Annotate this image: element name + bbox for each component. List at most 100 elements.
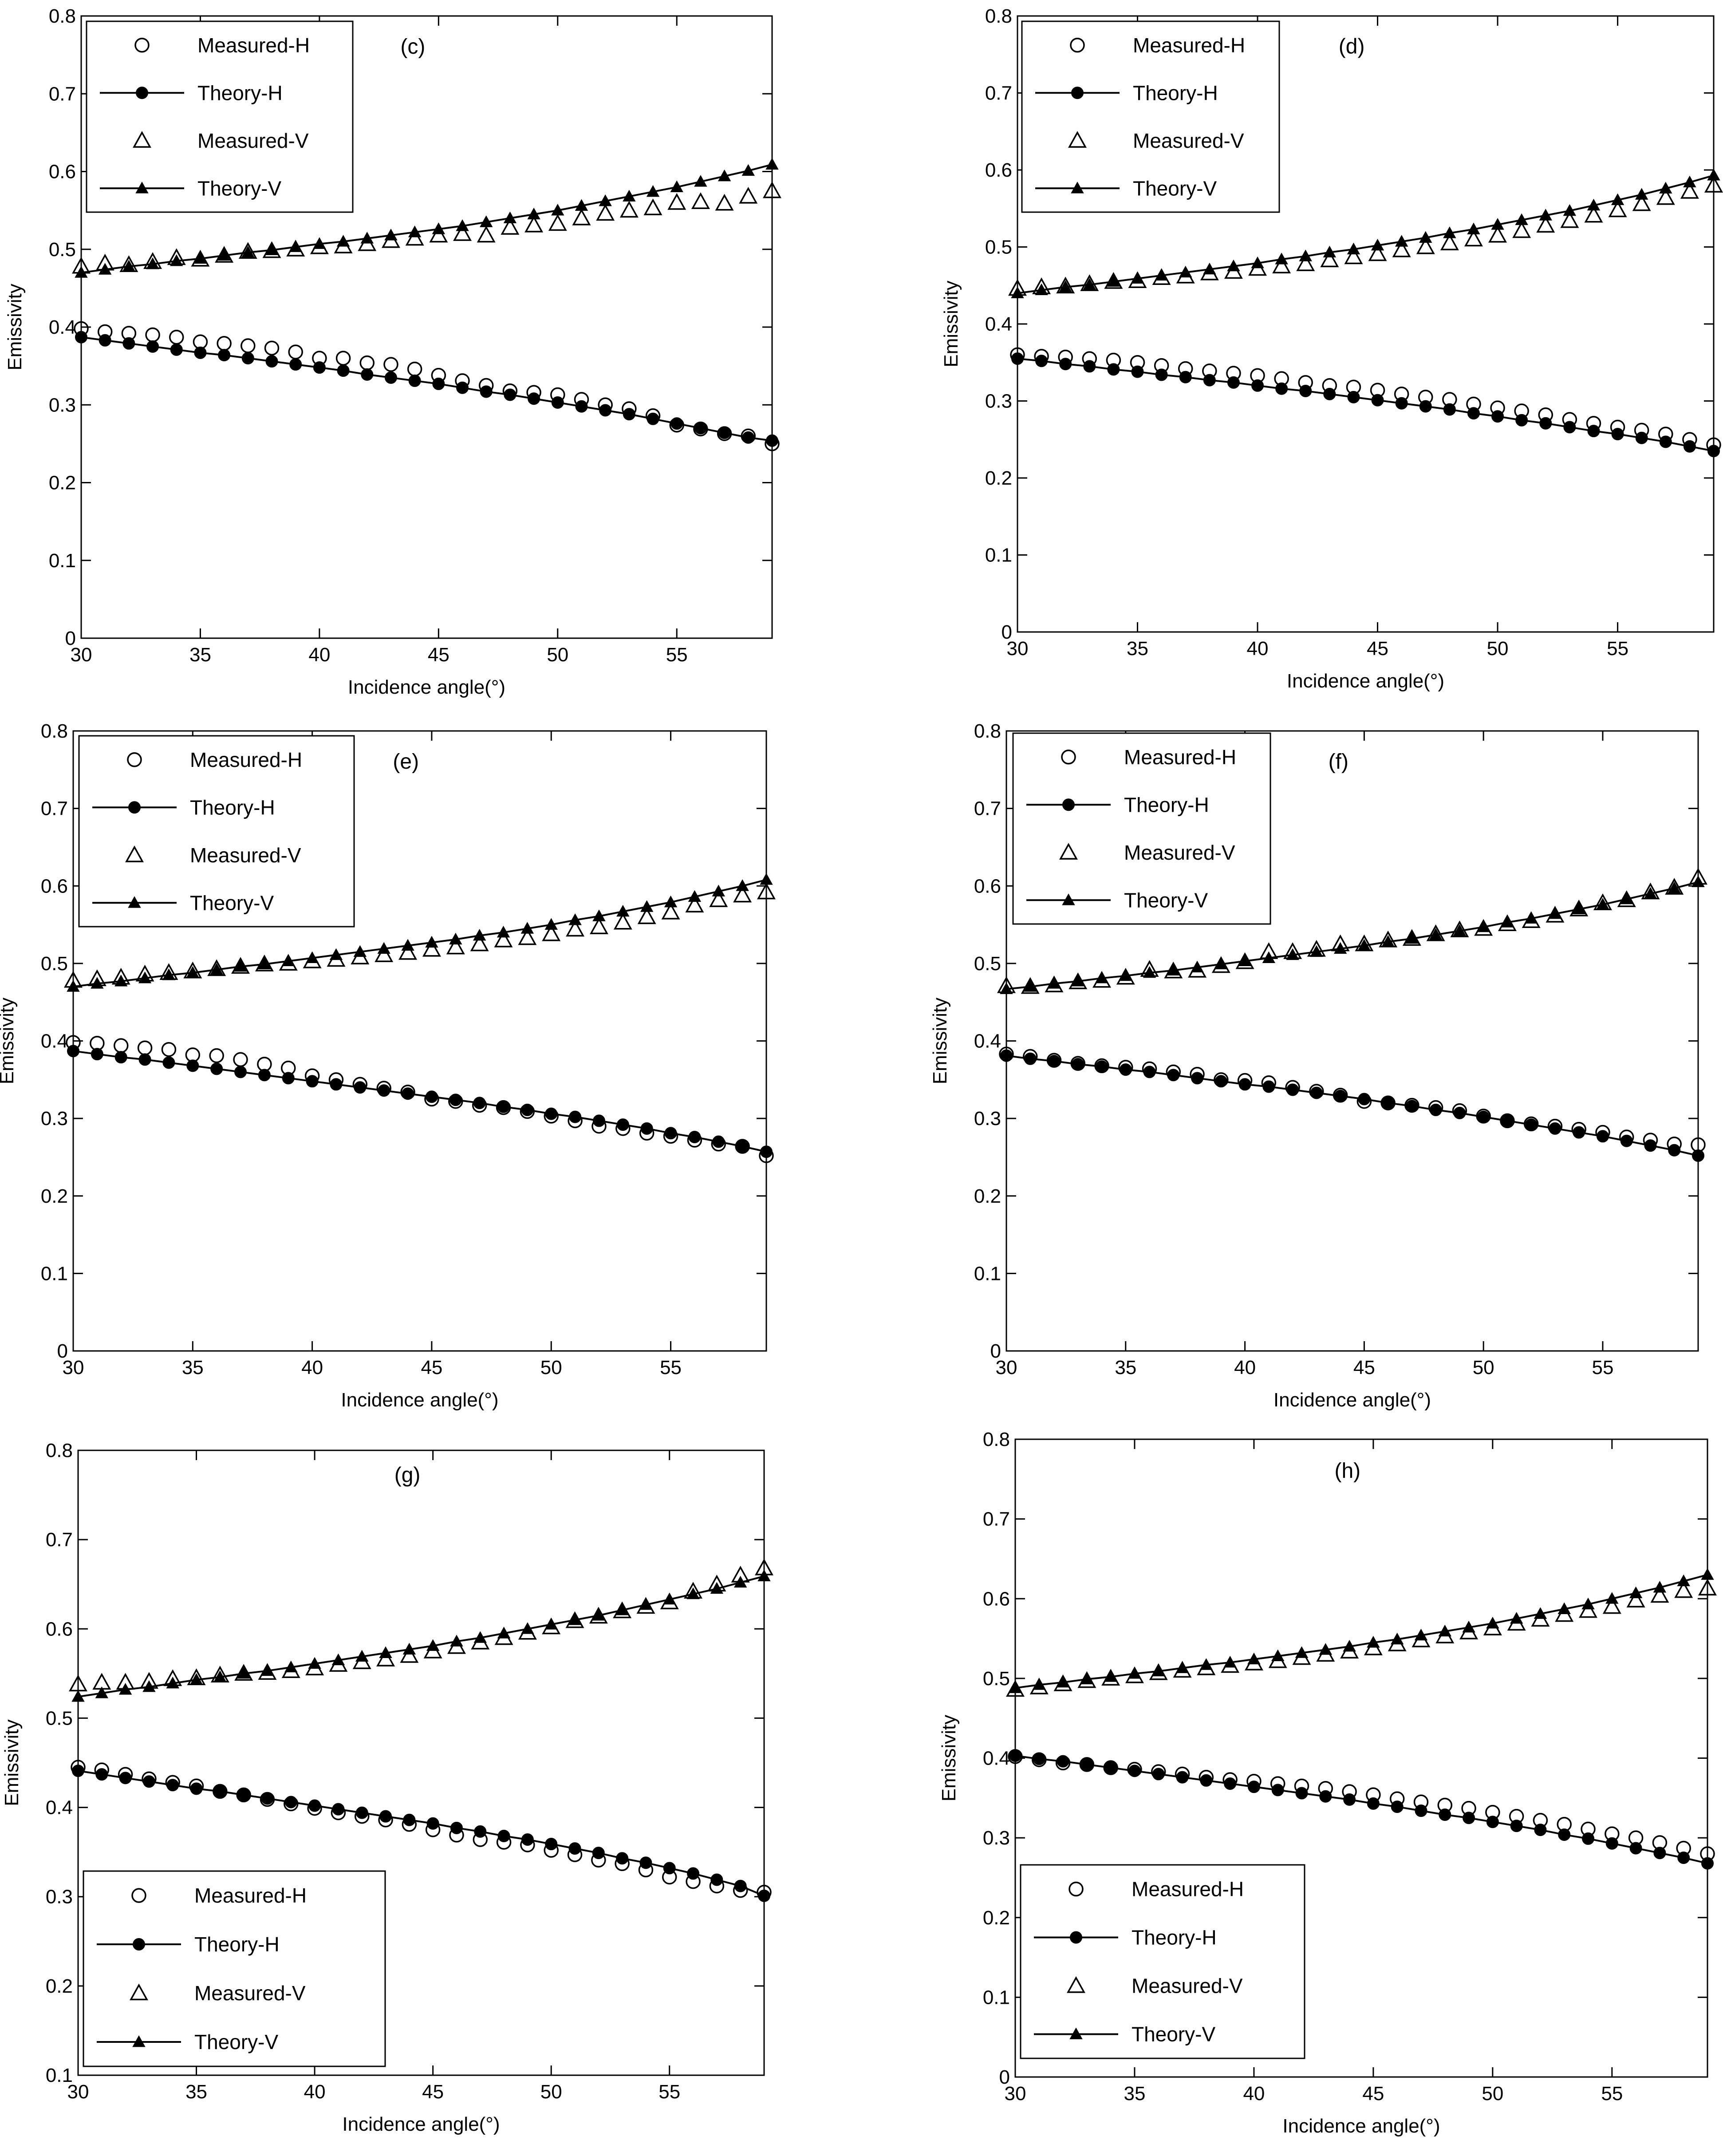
data-point — [758, 1889, 770, 1902]
data-point — [592, 1609, 605, 1621]
data-point — [548, 214, 567, 231]
data-point — [1707, 169, 1720, 181]
data-point — [1223, 1655, 1237, 1668]
data-point — [72, 1765, 84, 1777]
series-line — [73, 879, 767, 988]
data-point — [1247, 1781, 1260, 1793]
data-point — [1214, 957, 1228, 970]
data-point — [1573, 1126, 1585, 1139]
data-point — [1525, 1118, 1538, 1131]
data-point — [1275, 253, 1288, 265]
y-tick-label: 0.8 — [46, 1440, 73, 1461]
data-point — [450, 1635, 463, 1647]
data-point — [1674, 1581, 1693, 1598]
data-point — [119, 1772, 132, 1785]
data-point — [237, 1666, 250, 1679]
data-point — [1083, 360, 1096, 373]
legend-marker-filled-circle — [1062, 798, 1075, 811]
data-point — [384, 371, 397, 384]
series-theory-v — [1009, 1568, 1714, 1693]
data-point — [616, 904, 630, 917]
data-point — [1486, 1616, 1499, 1629]
data-point — [265, 243, 279, 255]
legend-label: Theory-H — [190, 796, 275, 819]
x-axis-label: Incidence angle(°) — [1287, 670, 1444, 692]
series-theory-v — [75, 158, 779, 278]
data-point — [527, 207, 540, 220]
data-point — [403, 1813, 416, 1826]
data-point — [186, 1059, 199, 1072]
y-tick-label: 0.1 — [985, 545, 1012, 566]
data-point — [1059, 280, 1072, 292]
data-point — [355, 1650, 369, 1662]
y-tick-label: 0.1 — [41, 1263, 68, 1284]
data-point — [1107, 275, 1120, 287]
data-point — [712, 1135, 725, 1148]
data-point — [664, 1127, 677, 1140]
legend: Measured-H Theory-H Measured-V Theory-V — [83, 1870, 386, 2067]
data-point — [95, 1686, 109, 1698]
data-point — [194, 346, 207, 359]
data-point — [166, 1779, 179, 1792]
x-axis-label: Incidence angle(°) — [1274, 1389, 1431, 1411]
legend-label: Measured-H — [1124, 746, 1236, 769]
data-point — [733, 1576, 747, 1588]
data-point — [1659, 435, 1672, 448]
data-point — [1419, 400, 1432, 413]
data-point — [1080, 274, 1099, 291]
data-point — [237, 1789, 250, 1801]
data-point — [408, 225, 422, 237]
series-theory-v — [1000, 875, 1705, 994]
legend-label: Measured-V — [1124, 841, 1235, 864]
legend-marker-open-circle — [127, 752, 142, 767]
data-point — [497, 1829, 510, 1842]
data-point — [1677, 1574, 1690, 1587]
x-tick-label: 45 — [1362, 2083, 1384, 2105]
data-point — [355, 1806, 368, 1819]
data-point — [1152, 1768, 1165, 1781]
data-point — [592, 1114, 605, 1127]
series-theory-h — [75, 331, 778, 447]
x-tick-label: 30 — [67, 2081, 89, 2103]
data-point — [1080, 1672, 1094, 1685]
data-point — [1596, 1130, 1609, 1143]
data-point — [1539, 209, 1552, 221]
data-point — [1367, 1797, 1380, 1810]
data-point — [1443, 403, 1456, 416]
data-point — [757, 1569, 771, 1582]
data-point — [305, 951, 319, 963]
data-point — [265, 355, 278, 368]
series-theory-v — [67, 873, 773, 992]
data-point — [1611, 193, 1624, 205]
data-point — [1128, 1667, 1141, 1679]
x-tick-label: 30 — [1007, 638, 1029, 659]
x-tick-label: 45 — [421, 1357, 442, 1378]
data-point — [429, 225, 448, 243]
data-point — [1299, 249, 1312, 261]
data-point — [1262, 951, 1276, 963]
data-point — [521, 1622, 534, 1634]
data-point — [568, 913, 582, 925]
data-point — [639, 1598, 653, 1610]
y-tick-label: 0.8 — [974, 720, 1001, 742]
data-point — [1275, 382, 1288, 395]
data-point — [474, 1825, 487, 1838]
data-point — [520, 922, 534, 934]
y-tick-label: 0.8 — [49, 5, 76, 27]
x-tick-label: 35 — [185, 2081, 207, 2103]
data-point — [734, 1880, 747, 1892]
y-tick-label: 0 — [1001, 621, 1012, 643]
data-point — [1701, 1568, 1714, 1580]
data-point — [146, 257, 159, 269]
legend-marker-filled-triangle — [1071, 182, 1084, 193]
y-tick-label: 0.7 — [46, 1529, 73, 1551]
x-tick-label: 35 — [1124, 2083, 1145, 2105]
data-point — [1347, 242, 1360, 255]
y-axis-label: Emissivity — [1, 1719, 23, 1806]
y-axis-label: Emissivity — [929, 998, 951, 1085]
data-point — [1262, 1080, 1275, 1093]
data-point — [1152, 1664, 1165, 1677]
data-point — [1608, 200, 1627, 217]
data-point — [161, 1042, 177, 1057]
